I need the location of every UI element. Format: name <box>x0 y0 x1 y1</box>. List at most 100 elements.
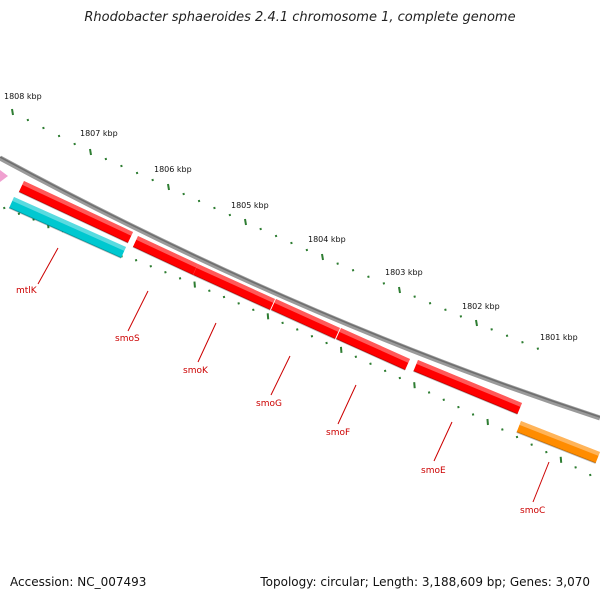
smoF-gene-label: smoF <box>326 428 350 438</box>
major-tick <box>413 382 416 389</box>
minor-tick <box>444 308 447 312</box>
smoE-gene-arrow <box>413 360 522 415</box>
kbp-label: 1805 kbp <box>231 201 269 210</box>
kbp-label: 1808 kbp <box>4 92 42 101</box>
minor-tick <box>17 212 21 215</box>
mtlK-gene-label: mtlK <box>16 286 38 296</box>
minor-tick <box>149 265 152 268</box>
minor-tick <box>182 192 185 196</box>
major-tick <box>244 218 247 226</box>
minor-tick <box>296 328 299 331</box>
minor-tick <box>134 259 138 262</box>
minor-tick <box>515 435 519 439</box>
kbp-label: 1807 kbp <box>80 129 118 138</box>
smoF-gene-arrow <box>335 328 410 371</box>
minor-tick <box>305 248 309 252</box>
minor-tick <box>383 369 387 373</box>
minor-tick <box>259 227 262 231</box>
major-tick <box>321 253 324 261</box>
smoF-leader-line <box>337 384 357 425</box>
gene-label-leaders: mtlK smoS smoK smoG smoF smoE smoC <box>16 247 550 516</box>
minor-tick <box>290 241 293 245</box>
minor-tick <box>351 268 355 272</box>
kbp-label: 1802 kbp <box>462 302 500 311</box>
major-tick <box>559 456 563 463</box>
major-tick <box>11 108 14 116</box>
minor-tick <box>237 302 240 305</box>
minor-tick <box>32 218 35 221</box>
mtlK-leader-line <box>37 247 59 285</box>
minor-tick <box>459 315 463 318</box>
kbp-label: 1803 kbp <box>385 268 423 277</box>
minor-tick <box>197 199 201 203</box>
kbp-label: 1806 kbp <box>154 165 192 174</box>
major-tick <box>339 346 343 353</box>
outer-tick-track <box>11 108 540 350</box>
minor-tick <box>367 275 370 279</box>
minor-tick <box>208 289 211 293</box>
minor-tick <box>530 443 533 446</box>
smoS-gene-arrow <box>132 236 198 276</box>
minor-tick <box>490 328 493 331</box>
minor-tick <box>104 157 108 161</box>
minor-tick <box>457 405 460 409</box>
minor-tick <box>354 355 358 359</box>
gene-features <box>8 181 600 464</box>
mtlK-gene-arrow <box>8 197 127 259</box>
smoC-gene-arrow <box>516 421 600 464</box>
kbp-label: 1801 kbp <box>540 333 578 342</box>
smoK-leader-line <box>197 322 217 363</box>
minor-tick <box>151 178 154 182</box>
major-tick <box>398 286 401 294</box>
minor-tick <box>281 321 284 325</box>
smoC-gene-label: smoC <box>520 506 545 516</box>
smoE-leader-line <box>433 421 453 462</box>
minor-tick <box>120 164 123 168</box>
smoS-leader-line <box>127 290 149 332</box>
minor-tick <box>428 301 432 305</box>
smoS-gene-label: smoS <box>115 334 140 344</box>
minor-tick <box>252 308 255 312</box>
minor-tick <box>213 206 216 210</box>
minor-tick <box>57 134 61 138</box>
minor-tick <box>427 391 431 394</box>
feature-marker-icon <box>0 170 8 182</box>
minor-tick <box>336 262 339 265</box>
minor-tick <box>521 340 524 344</box>
minor-tick <box>222 295 226 299</box>
major-tick <box>89 148 92 156</box>
minor-tick <box>413 295 416 298</box>
kbp-label: 1804 kbp <box>308 235 346 244</box>
minor-tick <box>26 118 30 122</box>
minor-tick <box>589 473 592 477</box>
smoK-gene-label: smoK <box>183 366 209 376</box>
smoG-leader-line <box>270 355 291 396</box>
minor-tick <box>228 213 232 217</box>
major-tick <box>486 418 489 426</box>
major-tick <box>266 313 270 320</box>
inner-tick-track <box>3 206 592 477</box>
smoK-gene-arrow <box>192 264 275 311</box>
minor-tick <box>42 126 45 130</box>
minor-tick <box>135 171 139 175</box>
accession-text: Accession: NC_007493 <box>10 575 147 589</box>
minor-tick <box>325 341 328 345</box>
minor-tick <box>505 334 509 338</box>
smoG-gene-arrow <box>270 299 340 340</box>
minor-tick <box>471 413 475 416</box>
smoG-gene-label: smoG <box>256 399 282 409</box>
minor-tick <box>3 206 6 210</box>
minor-tick <box>545 450 548 454</box>
minor-tick <box>73 142 76 146</box>
minor-tick <box>501 428 504 431</box>
minor-tick <box>178 277 182 280</box>
minor-tick <box>574 466 577 469</box>
map-title: Rhodobacter sphaeroides 2.4.1 chromosome… <box>84 10 516 25</box>
minor-tick <box>164 271 167 274</box>
minor-tick <box>274 234 278 238</box>
kbp-labels: 1808 kbp 1807 kbp 1806 kbp 1805 kbp 1804 kbp… <box>4 92 578 342</box>
upstream-gene-arrow <box>18 181 133 244</box>
minor-tick <box>536 347 540 350</box>
major-tick <box>475 319 478 327</box>
